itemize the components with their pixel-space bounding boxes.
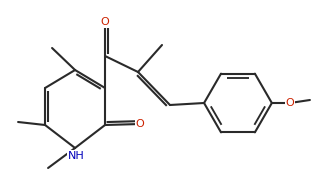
Text: O: O: [101, 17, 109, 27]
Text: O: O: [286, 98, 294, 108]
Text: NH: NH: [68, 151, 85, 161]
Text: O: O: [136, 119, 144, 129]
